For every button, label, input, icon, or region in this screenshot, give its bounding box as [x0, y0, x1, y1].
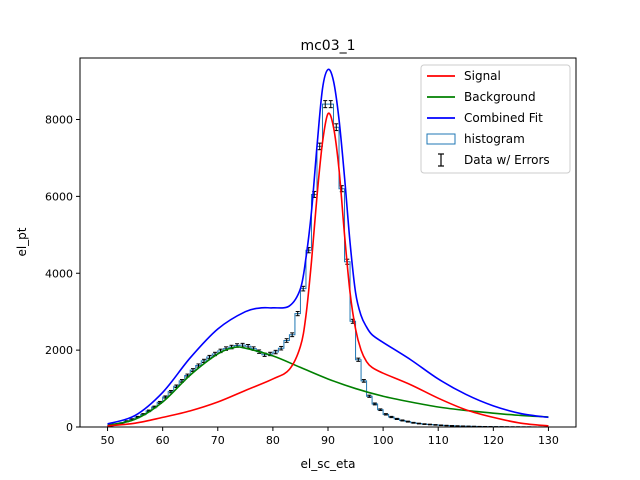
legend-label: Combined Fit	[464, 111, 543, 125]
y-tick-label: 8000	[45, 114, 73, 127]
errorbar-point	[438, 424, 443, 427]
legend-entry: Combined Fit	[427, 111, 543, 125]
chart-title: mc03_1	[300, 38, 355, 54]
plot-area	[107, 68, 549, 428]
legend: Signal Background Combined Fit histogram Dat…	[420, 64, 571, 174]
errorbar-point	[383, 413, 388, 416]
x-axis-label: el_sc_eta	[300, 457, 355, 471]
legend-label: Data w/ Errors	[464, 153, 550, 167]
errorbar-point	[416, 422, 421, 425]
errorbar-point	[422, 423, 427, 425]
legend-entry: Signal	[427, 69, 501, 83]
errorbar-point	[372, 402, 377, 406]
legend-entry: Background	[427, 90, 536, 104]
legend-label: Background	[464, 90, 536, 104]
series-line-signal	[107, 112, 549, 427]
errorbar-point	[323, 100, 328, 109]
y-axis-label: el_pt	[15, 227, 29, 256]
x-tick-label: 110	[428, 434, 449, 447]
legend-entry: histogram	[426, 132, 525, 146]
errorbar-point	[411, 421, 416, 424]
errorbar-point	[389, 415, 394, 419]
errorbar-point	[405, 420, 410, 423]
legend-label: Signal	[464, 69, 501, 83]
x-tick-label: 120	[483, 434, 504, 447]
errorbar-point	[433, 424, 438, 426]
legend-label: histogram	[464, 132, 525, 146]
y-axis: 0 2000 4000 6000 8000	[45, 114, 80, 434]
legend-entry: Data w/ Errors	[438, 153, 550, 167]
errorbar-point	[400, 419, 405, 422]
x-axis: 50 60 70 80 90 100 110 120 130	[101, 427, 559, 447]
errorbar-point	[367, 394, 372, 398]
legend-swatch-box	[426, 133, 456, 145]
errorbar-point	[356, 357, 361, 362]
x-tick-label: 70	[211, 434, 225, 447]
x-tick-label: 80	[266, 434, 280, 447]
x-tick-label: 90	[321, 434, 335, 447]
x-tick-label: 100	[373, 434, 394, 447]
y-tick-label: 6000	[45, 190, 73, 203]
errorbar-point	[295, 311, 300, 317]
errorbar-point	[279, 345, 284, 351]
errorbar-point	[378, 408, 383, 412]
errorbar-point	[273, 349, 278, 355]
y-tick-label: 2000	[45, 344, 73, 357]
series-line-combined-fit	[107, 68, 549, 425]
x-tick-label: 50	[101, 434, 115, 447]
errorbar-point	[284, 338, 289, 343]
y-tick-label: 4000	[45, 267, 73, 280]
y-tick-label: 0	[66, 421, 73, 434]
errorbar-point	[328, 100, 333, 109]
errorbar-point	[290, 332, 295, 338]
errorbar-point	[427, 423, 432, 426]
legend-box	[420, 64, 571, 174]
errorbar-point	[361, 379, 366, 383]
x-tick-label: 60	[156, 434, 170, 447]
errorbar-point	[394, 417, 399, 420]
x-tick-label: 130	[538, 434, 559, 447]
